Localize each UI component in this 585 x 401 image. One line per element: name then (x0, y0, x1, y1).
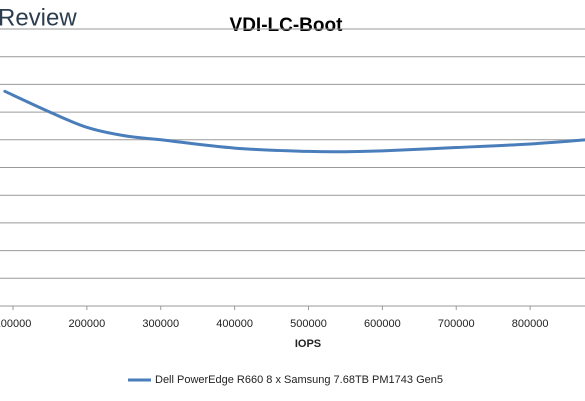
x-axis-label: IOPS (295, 338, 321, 350)
chart-title: VDI-LC-Boot (230, 15, 344, 36)
x-tick-label: 200000 (69, 318, 106, 330)
x-tick-label: 600000 (364, 318, 401, 330)
series-line (3, 89, 585, 154)
x-tick-label: 300000 (142, 318, 179, 330)
x-tick-label: 700000 (438, 318, 475, 330)
x-tick-label: 800000 (512, 318, 549, 330)
legend-label: Dell PowerEdge R660 8 x Samsung 7.68TB P… (155, 374, 443, 386)
x-tick-label: 100000 (0, 318, 31, 330)
x-tick-label: 400000 (216, 318, 253, 330)
logo: Review (0, 4, 77, 31)
x-tick-label: 500000 (290, 318, 327, 330)
